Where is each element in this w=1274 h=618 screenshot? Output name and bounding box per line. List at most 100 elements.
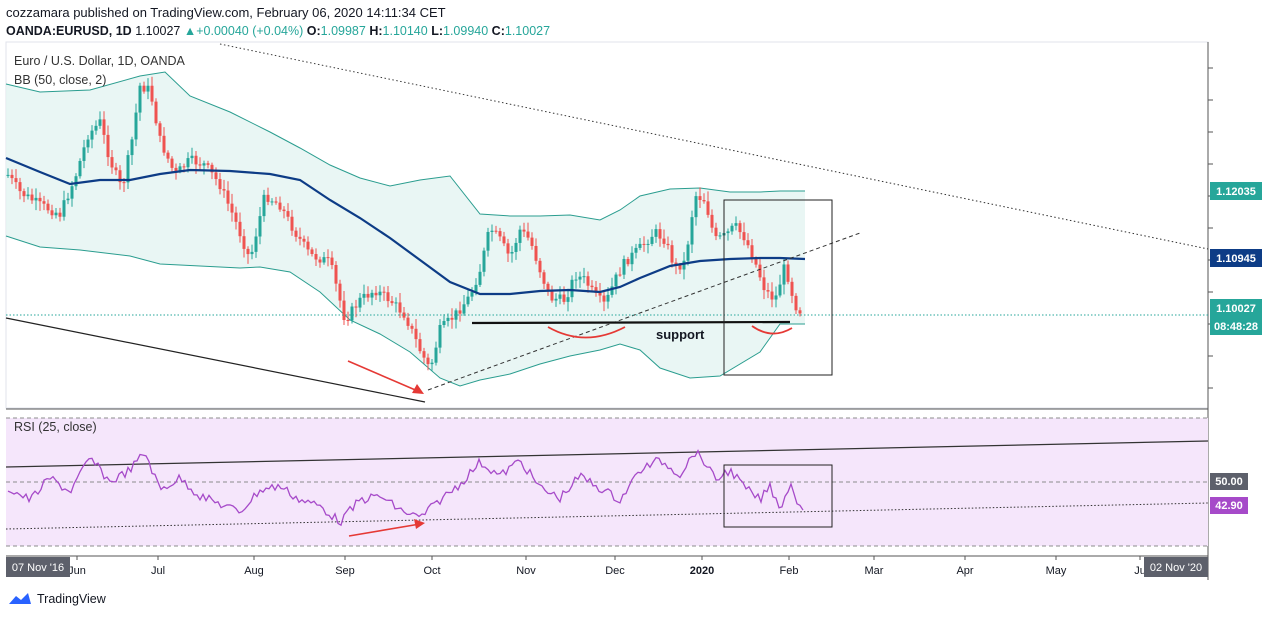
candle-23 — [98, 111, 102, 129]
change-value: +0.00040 (+0.04%) — [196, 24, 304, 38]
descending-trendline[interactable] — [219, 43, 1209, 250]
candle-35 — [146, 78, 150, 100]
candle-134 — [542, 269, 546, 289]
candle-129 — [522, 222, 526, 238]
time-label-11: May — [1046, 565, 1067, 577]
candle-61 — [250, 244, 254, 260]
rsi-line — [7, 449, 804, 527]
candle-72 — [294, 227, 298, 242]
candle-158 — [638, 237, 642, 251]
time-label-7: 2020 — [690, 565, 714, 577]
candle-2 — [14, 169, 18, 189]
rsi-upper-trendline[interactable] — [5, 440, 1209, 468]
candle-91 — [370, 289, 374, 306]
candle-183 — [738, 220, 742, 239]
candle-34 — [142, 81, 146, 94]
support-line[interactable] — [471, 320, 791, 325]
candle-154 — [622, 255, 626, 280]
candle-0 — [6, 168, 10, 178]
candle-166 — [670, 240, 674, 268]
symbol-label: OANDA:EURUSD, 1D — [6, 24, 132, 38]
candle-90 — [366, 286, 370, 302]
time-label-8: Feb — [780, 565, 799, 577]
candle-196 — [790, 277, 794, 304]
candle-170 — [686, 240, 690, 266]
candle-82 — [334, 261, 338, 292]
rsi-highlight-box[interactable] — [723, 464, 833, 528]
candle-3 — [18, 177, 22, 200]
svg-text:42.90: 42.90 — [1215, 500, 1243, 512]
candle-182 — [734, 216, 738, 231]
candle-190 — [766, 282, 770, 299]
candle-30 — [126, 150, 130, 190]
candle-71 — [290, 209, 294, 236]
rsi-arrow-icon — [414, 519, 425, 529]
candle-54 — [222, 179, 226, 198]
candle-27 — [114, 162, 118, 176]
candle-132 — [534, 238, 538, 265]
candle-21 — [90, 125, 94, 149]
right-shoulder-arc[interactable] — [751, 325, 793, 335]
candle-125 — [506, 238, 510, 263]
left-shoulder-arc[interactable] — [547, 326, 626, 339]
candle-151 — [610, 277, 614, 298]
candle-176 — [710, 209, 714, 233]
bb-basis-line — [5, 156, 806, 296]
candle-17 — [74, 173, 78, 191]
price-badge-3: 1.10027 — [1210, 299, 1262, 317]
price-arrow-line[interactable] — [347, 360, 421, 393]
candle-138 — [558, 286, 562, 305]
time-label-10: Apr — [956, 565, 973, 577]
candle-68 — [278, 196, 282, 212]
price-highlight-box[interactable] — [723, 199, 833, 376]
rsi-lower-trendline[interactable] — [5, 502, 1209, 530]
candle-180 — [726, 228, 730, 241]
time-axis-labels: Jun Jul Aug Sep Oct Nov Dec 2020 Feb Mar Apr May Ju — [68, 556, 1146, 577]
candle-102 — [414, 318, 418, 348]
price-badge-2: 1.10945 — [1210, 249, 1262, 267]
time-start-badge: 07 Nov '16 — [6, 557, 70, 577]
candle-136 — [550, 285, 554, 303]
candle-31 — [130, 136, 134, 165]
candle-99 — [402, 307, 406, 321]
candle-53 — [218, 172, 222, 195]
candle-178 — [718, 232, 722, 240]
candle-104 — [422, 347, 426, 364]
candle-161 — [650, 229, 654, 247]
candle-111 — [450, 308, 454, 329]
legend-title: Euro / U.S. Dollar, 1D, OANDA — [14, 54, 185, 68]
candle-127 — [514, 238, 518, 260]
chart-header: cozzamara published on TradingView.com, … — [6, 4, 550, 40]
chart-legend: Euro / U.S. Dollar, 1D, OANDA BB (50, cl… — [14, 52, 185, 90]
candle-191 — [770, 282, 774, 308]
time-label-12: Ju — [1134, 565, 1146, 577]
price-arrow-icon — [412, 384, 424, 394]
candle-15 — [66, 192, 70, 205]
legend-indicator: BB (50, close, 2) — [14, 73, 107, 87]
lower-trendline[interactable] — [5, 317, 426, 403]
candle-26 — [110, 149, 114, 174]
candle-162 — [654, 224, 658, 243]
svg-text:08:48:28: 08:48:28 — [1214, 321, 1258, 333]
candle-80 — [326, 249, 330, 267]
rsi-50-badge: 50.00 — [1210, 473, 1248, 490]
candle-8 — [38, 192, 42, 211]
rsi-legend: RSI (25, close) — [14, 420, 97, 434]
candle-109 — [442, 314, 446, 328]
candle-19 — [82, 139, 86, 169]
tradingview-logo-icon — [9, 593, 31, 604]
svg-text:1.12035: 1.12035 — [1216, 186, 1256, 198]
candle-156 — [630, 246, 634, 272]
rsi-pane[interactable] — [6, 418, 1208, 546]
candle-108 — [438, 319, 442, 354]
candle-55 — [226, 181, 230, 212]
candle-32 — [134, 103, 138, 147]
candle-76 — [310, 247, 314, 257]
candle-119 — [482, 247, 486, 277]
rsi-arrow-line[interactable] — [348, 523, 421, 537]
candle-181 — [730, 223, 734, 235]
candle-65 — [266, 187, 270, 206]
svg-text:50.00: 50.00 — [1215, 476, 1243, 488]
candle-184 — [742, 222, 746, 246]
